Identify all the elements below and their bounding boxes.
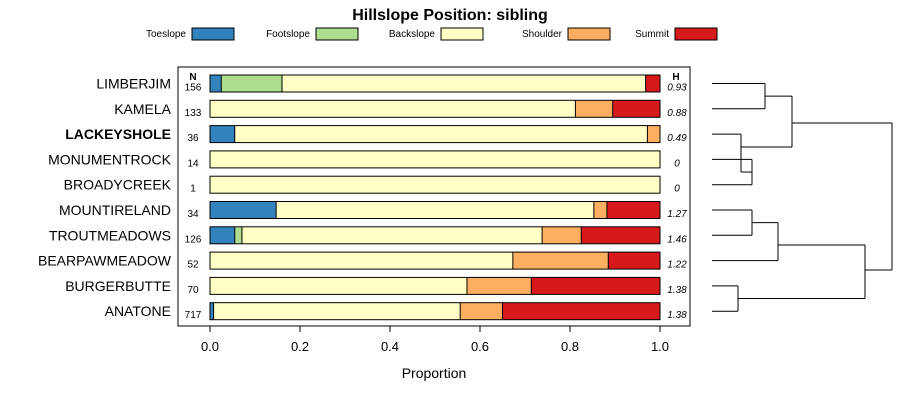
bar-bearpawmeadow-backslope xyxy=(210,252,513,270)
row-label-bearpawmeadow: BEARPAWMEADOW xyxy=(38,253,172,269)
row-label-anatone: ANATONE xyxy=(105,303,171,319)
legend-swatch-backslope xyxy=(440,27,484,41)
bar-monumentrock-backslope xyxy=(210,150,660,168)
x-tick-label: 0.2 xyxy=(291,339,309,354)
legend-label-summit: Summit xyxy=(635,29,669,40)
bar-troutmeadows-toeslope xyxy=(210,226,235,244)
row-label-lackeyshole: LACKEYSHOLE xyxy=(65,126,171,142)
row-label-mountireland: MOUNTIRELAND xyxy=(59,202,171,218)
count-monumentrock: 14 xyxy=(187,158,199,169)
bar-outline-mountireland xyxy=(209,201,661,219)
x-tick-label: 0.8 xyxy=(561,339,579,354)
x-tick-label: 0.6 xyxy=(471,339,489,354)
count-broadycreek: 1 xyxy=(190,184,196,195)
bar-mountireland-summit xyxy=(606,201,660,219)
count-lackeyshole: 36 xyxy=(187,133,199,144)
count-anatone: 717 xyxy=(185,310,202,321)
legend-swatch-summit xyxy=(674,27,718,41)
bar-anatone-summit xyxy=(502,302,660,320)
bar-bearpawmeadow-shoulder xyxy=(512,252,609,270)
dendrogram xyxy=(712,83,893,312)
entropy-header: H xyxy=(672,72,679,83)
legend-swatch-footslope xyxy=(315,27,359,41)
legend: Toeslope Footslope Backslope Shoulder Summit xyxy=(146,27,718,41)
bar-outline-burgerbutte xyxy=(209,276,661,295)
entropy-limberjim: 0.93 xyxy=(667,83,687,94)
x-axis: 0.0 0.2 0.4 0.6 0.8 1.0 xyxy=(201,326,669,354)
legend-label-toeslope: Toeslope xyxy=(146,29,186,40)
row-label-troutmeadows: TROUTMEADOWS xyxy=(49,227,171,243)
count-bearpawmeadow: 52 xyxy=(187,260,199,271)
entropy-mountireland: 1.27 xyxy=(667,209,687,220)
x-tick-label: 1.0 xyxy=(651,339,669,354)
count-kamela: 133 xyxy=(185,108,202,119)
bar-troutmeadows-summit xyxy=(581,226,660,244)
entropy-broadycreek: 0 xyxy=(674,184,680,195)
entropy-anatone: 1.38 xyxy=(667,310,687,321)
bar-limberjim-backslope xyxy=(282,75,646,92)
count-limberjim: 156 xyxy=(185,83,202,94)
entropy-monumentrock: 0 xyxy=(674,158,680,169)
bar-kamela-shoulder xyxy=(575,100,613,118)
bar-outline-monumentrock xyxy=(209,150,661,169)
bar-burgerbutte-backslope xyxy=(210,277,467,295)
bar-lackeyshole-shoulder xyxy=(647,125,660,143)
entropy-burgerbutte: 1.38 xyxy=(667,285,687,296)
bar-bearpawmeadow-summit xyxy=(608,252,660,270)
bar-anatone-backslope xyxy=(213,302,461,320)
bar-limberjim-toeslope xyxy=(210,75,222,92)
bar-outline-troutmeadows xyxy=(209,226,661,245)
x-tick-label: 0.4 xyxy=(381,339,399,354)
count-troutmeadows: 126 xyxy=(185,234,202,245)
bar-burgerbutte-shoulder xyxy=(466,277,532,295)
legend-label-shoulder: Shoulder xyxy=(522,29,563,40)
bar-limberjim-summit xyxy=(645,75,660,92)
bar-kamela-backslope xyxy=(210,100,576,118)
legend-label-backslope: Backslope xyxy=(389,29,436,40)
bar-lackeyshole-toeslope xyxy=(210,125,235,143)
legend-swatch-toeslope xyxy=(191,27,235,41)
entropy-lackeyshole: 0.49 xyxy=(667,133,687,144)
bar-mountireland-toeslope xyxy=(210,201,277,219)
row-label-monumentrock: MONUMENTROCK xyxy=(48,151,172,167)
legend-label-footslope: Footslope xyxy=(266,29,310,40)
bar-outline-anatone xyxy=(209,302,661,321)
chart-title: Hillslope Position: sibling xyxy=(352,7,548,24)
bar-anatone-toeslope xyxy=(210,302,214,320)
bar-limberjim-footslope xyxy=(221,75,282,92)
row-label-limberjim: LIMBERJIM xyxy=(96,76,171,92)
count-mountireland: 34 xyxy=(187,209,199,220)
rows: LIMBERJIM 156 0.93 KAMELA 133 0.88 LACKEYSHOLE… xyxy=(38,74,687,321)
bar-troutmeadows-shoulder xyxy=(542,226,582,244)
bar-outline-bearpawmeadow xyxy=(209,251,661,270)
bar-mountireland-backslope xyxy=(276,201,594,219)
row-label-burgerbutte: BURGERBUTTE xyxy=(65,278,171,294)
x-axis-label: Proportion xyxy=(402,365,467,381)
bar-anatone-shoulder xyxy=(460,302,503,320)
count-burgerbutte: 70 xyxy=(187,285,199,296)
row-label-broadycreek: BROADYCREEK xyxy=(64,177,172,193)
row-label-kamela: KAMELA xyxy=(114,101,171,117)
bar-lackeyshole-backslope xyxy=(234,125,648,143)
bar-kamela-summit xyxy=(612,100,660,118)
entropy-bearpawmeadow: 1.22 xyxy=(667,260,687,271)
bar-outline-kamela xyxy=(209,99,661,118)
bar-broadycreek-backslope xyxy=(210,176,660,194)
count-header: N xyxy=(189,72,196,83)
entropy-troutmeadows: 1.46 xyxy=(667,234,687,245)
legend-swatch-shoulder xyxy=(567,27,611,41)
bar-burgerbutte-summit xyxy=(531,277,660,295)
bar-outline-limberjim xyxy=(209,74,661,93)
plot-frame xyxy=(177,66,691,327)
entropy-kamela: 0.88 xyxy=(667,108,687,119)
bar-troutmeadows-footslope xyxy=(234,226,242,244)
bar-outline-lackeyshole xyxy=(209,125,661,144)
bar-mountireland-shoulder xyxy=(593,201,607,219)
bar-outline-broadycreek xyxy=(209,175,661,194)
x-tick-label: 0.0 xyxy=(201,339,219,354)
bar-troutmeadows-backslope xyxy=(241,226,543,244)
